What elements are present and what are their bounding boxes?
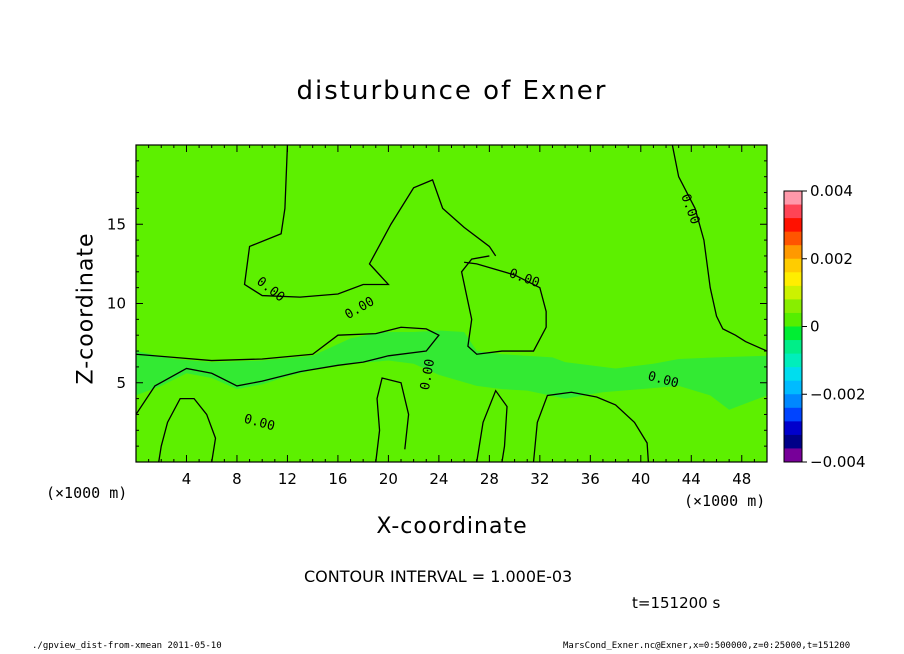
contour-line xyxy=(135,326,440,415)
x-tick-label: 28 xyxy=(480,470,499,488)
contour-line xyxy=(243,144,497,298)
contour-line xyxy=(532,391,650,463)
x-tick-label: 12 xyxy=(278,470,297,488)
x-axis-label: X-coordinate xyxy=(376,514,528,539)
colorbar-cell xyxy=(784,353,802,368)
colorbar-cell xyxy=(784,407,802,422)
colorbar-tick-label: −0.002 xyxy=(810,385,866,403)
contour-interval-text: CONTOUR INTERVAL = 1.000E-03 xyxy=(304,567,573,586)
colorbar-cell xyxy=(784,326,802,341)
colorbar-tick-label: 0.004 xyxy=(810,182,853,200)
x-tick-label: 32 xyxy=(530,470,549,488)
colorbar-cell xyxy=(784,218,802,233)
colorbar-cell xyxy=(784,191,802,206)
x-tick-label: 48 xyxy=(732,470,751,488)
contour-line xyxy=(671,144,768,352)
colorbar-cell xyxy=(784,421,802,436)
footer-right: MarsCond_Exner.nc@Exner,x=0:500000,z=0:2… xyxy=(563,641,851,651)
y-tick-label: 10 xyxy=(107,295,126,313)
colorbar-cell xyxy=(784,231,802,246)
x-tick-label: 36 xyxy=(581,470,600,488)
contour-line xyxy=(460,255,547,355)
colorbar-cell xyxy=(784,340,802,355)
colorbar-cell xyxy=(784,448,802,463)
y-axis-label: Z-coordinate xyxy=(73,232,99,385)
x-tick-label: 8 xyxy=(232,470,242,488)
x-axis-unit: (×1000 m) xyxy=(684,492,766,510)
colorbar-cell xyxy=(784,380,802,395)
contour-line xyxy=(158,397,217,463)
y-tick-label: 5 xyxy=(116,374,126,392)
colorbar-tick-label: 0 xyxy=(810,318,820,336)
colorbar-cell xyxy=(784,204,802,219)
contour-line xyxy=(476,389,508,463)
colorbar-cell xyxy=(784,258,802,273)
colorbar-cell xyxy=(784,272,802,287)
time-label: t=151200 s xyxy=(632,594,721,612)
contour-label: 0.00 xyxy=(418,358,438,391)
colorbar-cell xyxy=(784,285,802,300)
x-tick-label: 4 xyxy=(182,470,192,488)
x-tick-label: 20 xyxy=(379,470,398,488)
colorbar-cell xyxy=(784,299,802,314)
field-background xyxy=(136,145,767,462)
colorbar-cell xyxy=(784,312,802,327)
x-tick-label: 40 xyxy=(631,470,650,488)
colorbar-cell xyxy=(784,245,802,260)
colorbar-cell xyxy=(784,367,802,382)
y-tick-label: 15 xyxy=(107,215,126,233)
contour-line xyxy=(375,377,410,463)
footer-left: ./gpview_dist-from-xmean 2011-05-10 xyxy=(32,641,222,651)
near-zero-region xyxy=(136,330,767,410)
plot-area xyxy=(136,145,767,462)
colorbar: 0.004 0.002 0 −0.002 −0.004 xyxy=(783,182,866,471)
colorbar-tick-label: 0.002 xyxy=(810,250,853,268)
colorbar-cell xyxy=(784,394,802,409)
chart-title: disturbunce of Exner xyxy=(296,76,608,106)
colorbar-tick-label: −0.004 xyxy=(810,453,866,471)
y-axis-unit: (×1000 m) xyxy=(46,484,128,502)
x-tick-label: 16 xyxy=(328,470,347,488)
x-tick-label: 44 xyxy=(682,470,701,488)
colorbar-cell xyxy=(784,434,802,449)
x-tick-label: 24 xyxy=(429,470,448,488)
